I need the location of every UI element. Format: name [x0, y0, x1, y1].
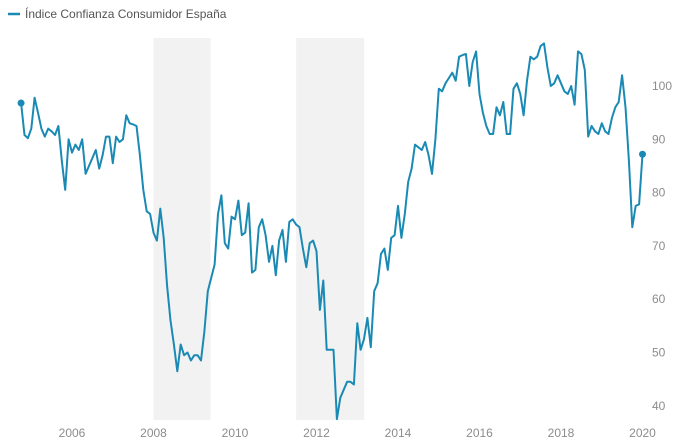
x-tick-label: 2020	[629, 426, 656, 440]
y-tick-label: 70	[652, 239, 666, 253]
x-tick-label: 2018	[548, 426, 575, 440]
y-tick-label: 40	[652, 399, 666, 413]
x-tick-label: 2014	[385, 426, 412, 440]
x-tick-label: 2016	[466, 426, 493, 440]
y-tick-label: 60	[652, 292, 666, 306]
legend: Índice Confianza Consumidor España	[8, 6, 227, 21]
series-layer	[17, 42, 646, 421]
x-tick-label: 2010	[222, 426, 249, 440]
start-point-marker	[17, 99, 25, 107]
shaded-periods	[153, 38, 365, 420]
legend-label: Índice Confianza Consumidor España	[25, 6, 227, 21]
x-tick-label: 2006	[59, 426, 86, 440]
y-tick-label: 80	[652, 186, 666, 200]
y-tick-label: 100	[652, 79, 672, 93]
x-tick-label: 2012	[303, 426, 330, 440]
shaded-period-1	[296, 38, 365, 420]
end-point-marker	[639, 150, 646, 158]
x-axis: 2006 2008 2010 2012 2014 2016 2018 2020	[59, 426, 657, 440]
y-tick-label: 50	[652, 346, 666, 360]
y-tick-label: 90	[652, 132, 666, 146]
y-axis: 40 50 60 70 80 90 100	[652, 79, 672, 413]
series-line	[20, 42, 644, 421]
x-tick-label: 2008	[140, 426, 167, 440]
